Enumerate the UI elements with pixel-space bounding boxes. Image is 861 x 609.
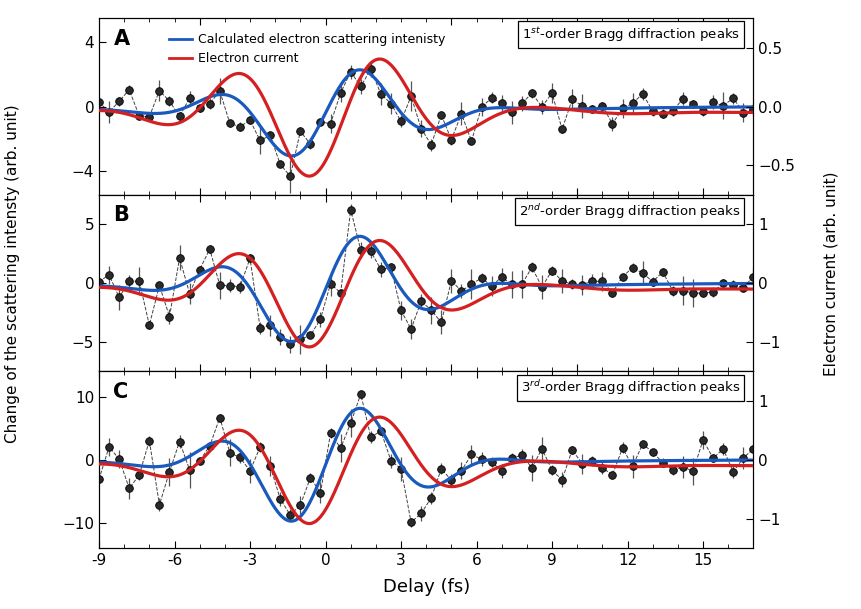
Text: 2$^{nd}$-order Bragg diffraction peaks: 2$^{nd}$-order Bragg diffraction peaks [519, 202, 740, 221]
Text: 3$^{rd}$-order Bragg diffraction peaks: 3$^{rd}$-order Bragg diffraction peaks [521, 379, 740, 398]
Text: A: A [114, 29, 129, 49]
Text: C: C [114, 382, 128, 402]
Text: Delay (fs): Delay (fs) [382, 577, 470, 596]
Text: 1$^{st}$-order Bragg diffraction peaks: 1$^{st}$-order Bragg diffraction peaks [523, 26, 740, 44]
Text: B: B [114, 205, 129, 225]
Text: Change of the scattering intensty (arb. unit): Change of the scattering intensty (arb. … [5, 105, 21, 443]
Text: Electron current (arb. unit): Electron current (arb. unit) [823, 172, 839, 376]
Legend: Calculated electron scattering intenisty, Electron current: Calculated electron scattering intenisty… [164, 28, 450, 70]
